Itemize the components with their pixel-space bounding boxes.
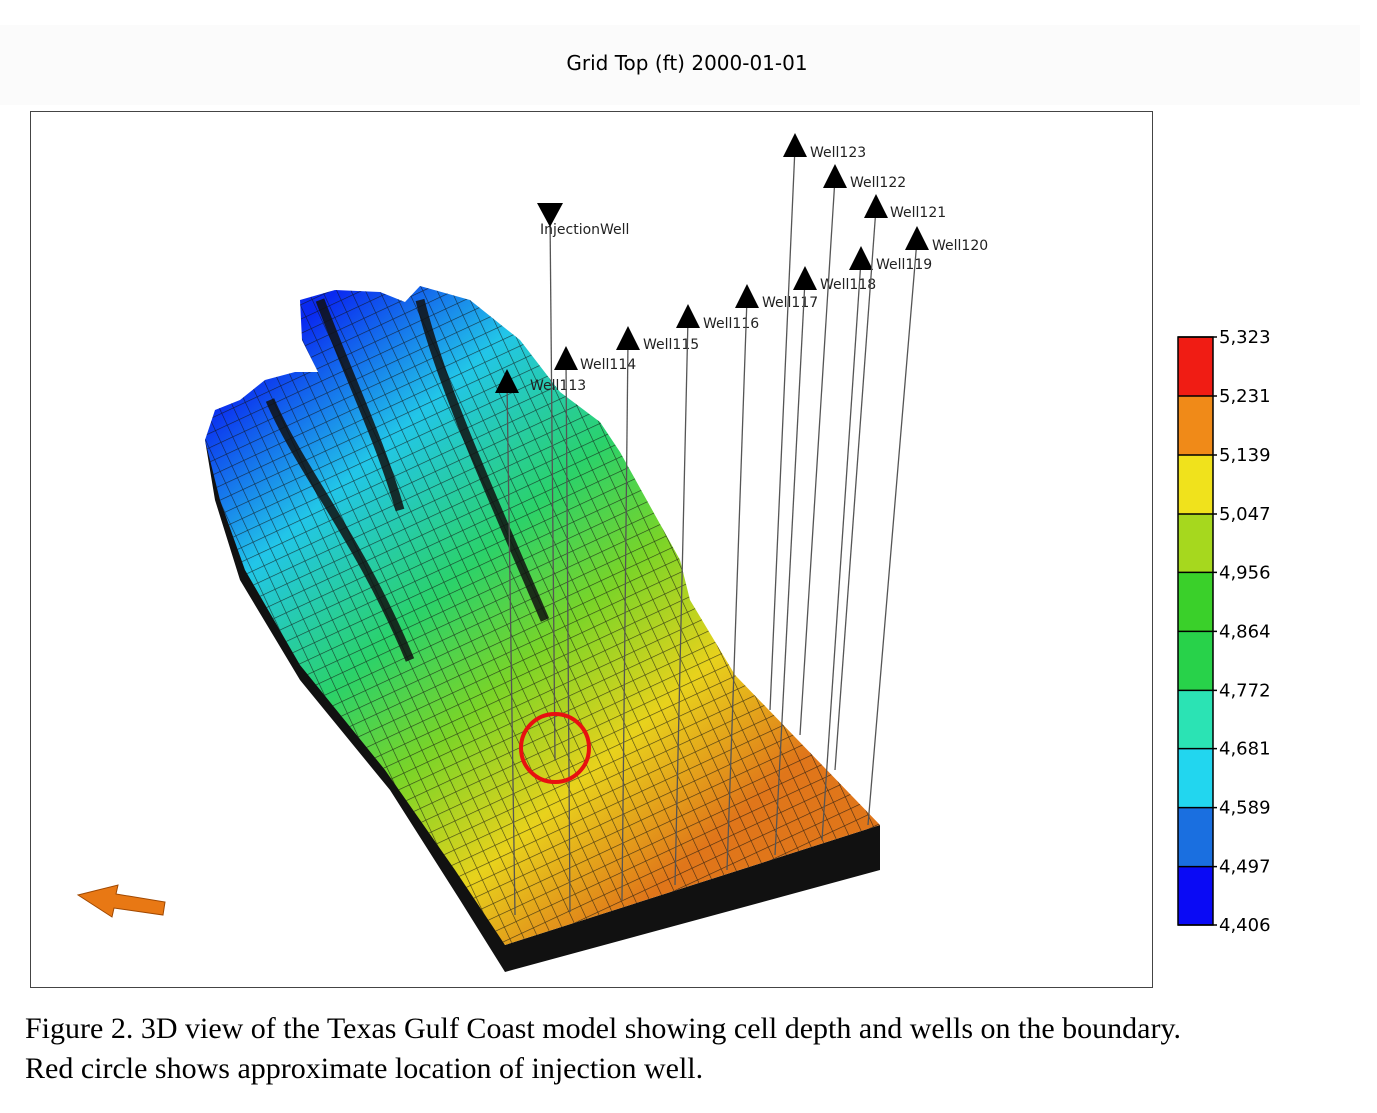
figure: Grid Top (ft) 2000-01-01 InjectionWell We…	[0, 25, 1360, 988]
well-line	[769, 146, 796, 711]
well-label: Well117	[762, 295, 818, 311]
well-label: Well119	[876, 257, 932, 273]
well-marker	[849, 246, 873, 270]
colorbar-band	[1178, 748, 1213, 808]
colorbar-label: 4,681	[1219, 739, 1271, 760]
colorbar-label: 4,497	[1219, 857, 1271, 878]
colorbar-band	[1178, 631, 1213, 691]
well-label: InjectionWell	[540, 222, 629, 238]
reservoir-model	[205, 286, 880, 972]
colorbar-label: 5,323	[1219, 327, 1271, 348]
well-line	[674, 317, 689, 886]
figure-title: Grid Top (ft) 2000-01-01	[566, 51, 807, 75]
well-marker	[864, 194, 888, 218]
well-marker	[793, 266, 817, 290]
colorbar-label: 4,956	[1219, 562, 1271, 583]
well-label: Well122	[850, 175, 906, 191]
well-line	[799, 177, 836, 736]
well-line	[549, 214, 556, 761]
well-line	[834, 207, 877, 771]
colorbar-band	[1178, 454, 1213, 514]
well-label: Well114	[580, 357, 636, 373]
caption-line: Figure 2. 3D view of the Texas Gulf Coas…	[25, 1012, 1182, 1045]
colorbar-label: 5,139	[1219, 445, 1271, 466]
well-label: Well118	[820, 277, 876, 293]
well-label: Well121	[890, 205, 946, 221]
well-label: Well115	[643, 337, 699, 353]
well-marker	[537, 203, 563, 227]
well-label: Well123	[810, 145, 866, 161]
colorbar-band	[1178, 337, 1213, 396]
colorbar-label: 4,864	[1219, 621, 1271, 642]
colorbar-band	[1178, 866, 1213, 925]
well-marker	[495, 369, 519, 393]
well-marker	[616, 326, 640, 350]
well-label: Well120	[932, 238, 988, 254]
injection-circle	[519, 712, 591, 784]
colorbar-label: 4,406	[1219, 915, 1271, 936]
colorbar-band	[1178, 395, 1213, 455]
colorbar-label: 4,772	[1219, 680, 1271, 701]
colorbar-label: 5,231	[1219, 386, 1271, 407]
well-line	[821, 259, 862, 841]
well-label: Well116	[703, 316, 759, 332]
well-label: Well113	[530, 378, 586, 394]
colorbar-label: 4,589	[1219, 798, 1271, 819]
title-band	[0, 25, 1360, 105]
well-line	[506, 382, 516, 916]
well-line	[867, 239, 918, 826]
well-line	[565, 359, 571, 913]
colorbar-label: 5,047	[1219, 504, 1271, 525]
colorbar-band	[1178, 807, 1213, 867]
well-line	[726, 297, 748, 871]
well-marker	[783, 133, 807, 157]
well-marker	[735, 284, 759, 308]
orientation-arrow	[76, 884, 166, 918]
colorbar-band	[1178, 572, 1213, 632]
well-marker	[823, 164, 847, 188]
well-marker	[554, 346, 578, 370]
well-line	[621, 339, 629, 901]
well-marker	[905, 226, 929, 250]
well-line	[774, 279, 806, 856]
colorbar-band	[1178, 690, 1213, 749]
colorbar-band	[1178, 513, 1213, 573]
well-marker	[676, 304, 700, 328]
caption-line: Red circle shows approximate location of…	[25, 1052, 704, 1085]
